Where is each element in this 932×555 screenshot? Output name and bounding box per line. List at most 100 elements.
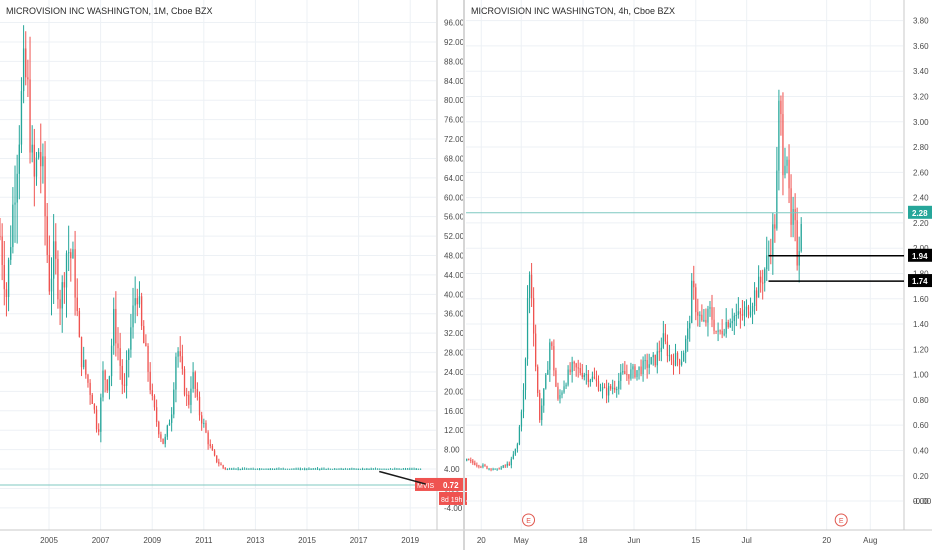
right-candle-body — [524, 358, 527, 390]
right-candle-body — [618, 380, 620, 390]
right-chart-pane[interactable]: 3.80 3.60 3.40 3.20 3.00 2.80 2.60 2.40 2.20 2.00… — [466, 0, 932, 545]
right-candle-body — [480, 466, 482, 468]
right-candle-body — [553, 346, 555, 371]
right-candle-body — [599, 390, 602, 392]
left-candle-body — [14, 202, 16, 205]
left-candle-body — [364, 468, 366, 470]
left-candle-body — [61, 282, 63, 309]
right-y-tick-label: 3.80 — [913, 17, 929, 26]
left-candle-body — [263, 468, 265, 470]
left-y-tick-label: 72.00 — [444, 135, 465, 144]
right-last-price-value: 2.28 — [912, 209, 928, 218]
left-candle-body — [282, 468, 284, 470]
earnings-marker[interactable] — [834, 513, 848, 527]
right-candle-body — [798, 251, 800, 266]
left-candle-body — [98, 429, 100, 432]
left-candle-body — [329, 468, 332, 470]
right-candle-body — [701, 314, 703, 321]
right-candle-body — [705, 319, 707, 323]
trend-line[interactable] — [379, 470, 426, 485]
left-candle-body — [404, 468, 407, 470]
left-candle-body — [220, 463, 222, 466]
right-candle-body — [476, 464, 478, 466]
right-candle-body — [559, 395, 561, 399]
left-candle-body — [391, 468, 394, 470]
right-candle-body — [541, 405, 543, 421]
left-candle-body — [185, 394, 188, 396]
right-candle-body — [689, 322, 691, 329]
right-candle-body — [595, 378, 598, 382]
right-candle-body — [658, 351, 660, 353]
left-candle-body — [303, 468, 306, 470]
right-candle-body — [486, 466, 488, 469]
left-x-tick-label: 2005 — [40, 536, 58, 545]
left-candle-body — [70, 252, 72, 259]
left-candle-body — [331, 468, 334, 470]
right-candle-body — [739, 311, 742, 315]
left-candle-body — [394, 468, 396, 470]
countdown-tag — [439, 491, 467, 505]
right-candle-body — [707, 308, 709, 323]
left-candle-body — [113, 308, 115, 346]
right-x-tick-label: 15 — [691, 536, 700, 545]
left-candle-body — [0, 236, 1, 238]
left-candle-body — [128, 349, 130, 360]
right-candle-body — [526, 298, 529, 359]
left-candle-body — [100, 397, 102, 432]
left-candle-body — [241, 468, 244, 470]
left-candle-body — [3, 265, 5, 290]
left-candle-body — [340, 468, 342, 470]
left-x-tick-label: 2011 — [195, 536, 213, 545]
left-candle-body — [16, 173, 18, 203]
right-candle-body — [782, 114, 784, 176]
left-candle-body — [166, 425, 169, 437]
right-candle-body — [591, 376, 594, 381]
left-candle-body — [252, 468, 254, 470]
right-candle-body — [636, 370, 638, 378]
left-candle-body — [409, 468, 411, 470]
left-candle-body — [207, 432, 209, 445]
right-candle-body — [468, 458, 470, 461]
right-candle-body — [674, 353, 677, 366]
right-candle-body — [626, 374, 628, 376]
right-x-tick-label: Aug — [863, 536, 877, 545]
left-y-tick-label: 88.00 — [444, 57, 465, 66]
left-y-tick-label: 60.00 — [444, 193, 465, 202]
right-y-tick-label: 2.00 — [913, 244, 929, 253]
right-candle-body — [630, 369, 632, 379]
right-y-tick-label: 2.60 — [913, 168, 929, 177]
right-candle-body — [482, 464, 484, 467]
left-chart-pane[interactable]: 96.00 92.00 88.00 84.00 80.00 76.00 72.00 68.00… — [0, 0, 476, 545]
left-candle-body — [261, 468, 263, 470]
left-candle-body — [372, 468, 374, 470]
left-candle-body — [201, 415, 203, 424]
left-candle-body — [226, 468, 229, 470]
left-candle-body — [93, 403, 96, 410]
left-candle-body — [183, 368, 186, 395]
left-candle-body — [213, 450, 216, 456]
right-candle-body — [654, 354, 656, 366]
left-candle-body — [355, 468, 357, 470]
left-candle-body — [7, 259, 10, 297]
left-y-tick-label: 24.00 — [444, 368, 465, 377]
left-candle-body — [194, 372, 196, 389]
left-candle-body — [59, 299, 61, 309]
right-candle-body — [709, 307, 711, 309]
left-candle-body — [299, 468, 302, 470]
left-candle-body — [190, 388, 192, 405]
left-candle-body — [312, 468, 314, 470]
left-candle-body — [346, 468, 349, 470]
right-y-tick-label: 0.00 — [913, 497, 929, 506]
right-candle-body — [711, 307, 713, 320]
left-candle-body — [411, 468, 413, 470]
earnings-marker[interactable] — [522, 513, 536, 527]
left-candle-body — [132, 305, 134, 328]
left-candle-body — [278, 468, 280, 470]
right-candle-body — [620, 372, 622, 381]
right-candle-body — [470, 460, 472, 462]
right-candle-body — [614, 387, 616, 390]
right-candle-body — [510, 458, 512, 466]
left-candle-body — [35, 157, 38, 177]
left-candle-body — [192, 372, 194, 389]
